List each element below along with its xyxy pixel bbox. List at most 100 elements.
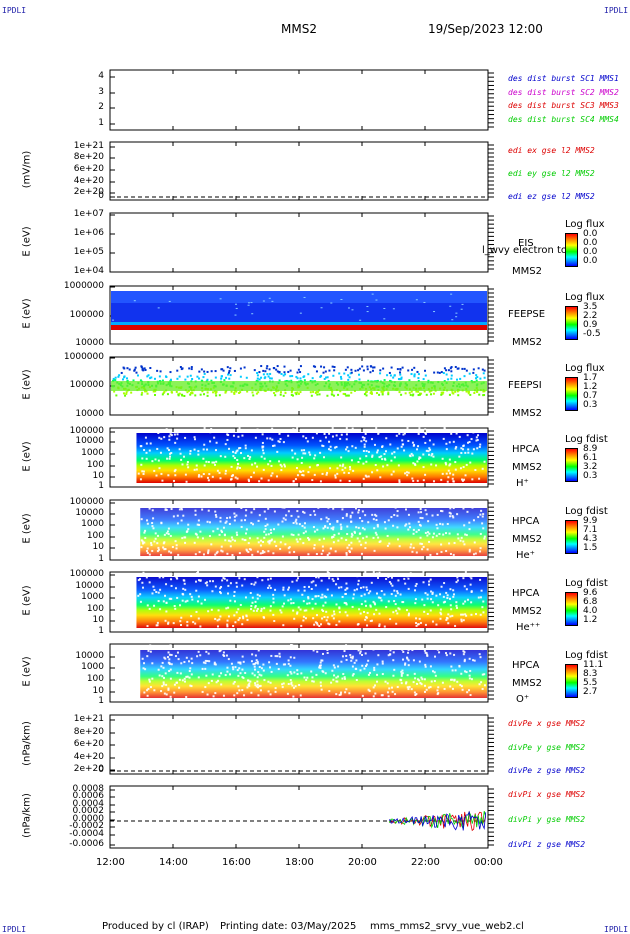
cbar-value-p9-2: 5.5 [583,678,598,688]
ylabel-p4: E (eV) [21,298,33,329]
ylabel-p9: E (eV) [21,656,33,687]
side-label-p6-0: HPCA [512,444,540,455]
ytick-p9-3: 10 [92,686,104,696]
cbar-title-p4: Log flux [565,292,605,303]
ytick-p4-2: 10000 [75,338,104,348]
cbar-value-p9-0: 11.1 [583,660,604,670]
panel-frame-p10 [109,714,489,775]
ytick-p9-2: 100 [86,674,104,684]
panel-frame-p1 [109,69,489,131]
ylabel-p3: E (eV) [21,225,33,257]
ytick-p8-1: 10000 [75,581,104,591]
ytick-p10-1: 8e+20 [73,727,104,737]
ytick-p8-2: 1000 [81,592,104,602]
hpca-spectrum-8 [140,650,488,698]
cbar-value-p4-0: 3.5 [583,302,598,312]
ytick-p6-2: 1000 [81,448,104,458]
side-label-p5-1: MMS2 [512,408,542,419]
xtick-0: 12:00 [96,857,125,868]
ytick-p10-0: 1e+21 [73,714,104,724]
cbar-value-p8-1: 6.8 [583,597,598,607]
legend-p11-0: divPi x gse MMS2 [508,790,586,799]
legend-p1-3: des dist burst SC4 MMS4 [508,114,619,124]
overlay-p3: l_wvy electron to [482,245,568,256]
corner-label-tr: IPDLI [604,6,629,15]
side-label-p3-1: MMS2 [512,266,542,277]
cbar-value-p9-1: 8.3 [583,669,598,679]
feepsi-spectrum [111,381,487,391]
ylabel-p5: E (eV) [21,369,33,400]
ytick-p1-0: 4 [98,71,104,81]
ytick-p10-3: 4e+20 [73,752,104,762]
legend-p11-2: divPi z gse MMS2 [508,840,586,849]
cbar-value-p6-3: 0.3 [583,471,598,481]
ytick-p1-3: 1 [98,118,104,128]
corner-label-bl: IPDLI [2,925,27,934]
cbar-value-p4-1: 2.2 [583,311,598,321]
legend-p2-2: edi ez gse l2 MMS2 [508,192,595,201]
legend-p10-2: divPe z gse MMS2 [508,766,586,775]
colorbar-p9 [565,664,578,698]
ytick-p3-3: 1e+04 [73,266,104,276]
footer-file: mms_mms2_srvy_vue_web2.cl [370,921,524,932]
cbar-value-p5-1: 1.2 [583,382,598,392]
legend-p11-1: divPi y gse MMS2 [508,815,586,824]
cbar-title-p3: Log flux [565,219,605,230]
colorbar-p3 [565,233,578,267]
ytick-p7-4: 10 [92,542,104,552]
colorbar-p4 [565,306,578,340]
xtick-6: 00:00 [474,857,503,868]
ytick-p6-5: 1 [98,481,104,491]
xtick-2: 16:00 [222,857,251,868]
ytick-p8-0: 100000 [69,569,104,579]
side-label-p4-1: MMS2 [512,337,542,348]
side-label-p9-0: HPCA [512,660,540,671]
ytick-p11-4: 0.0000 [72,814,105,824]
ytick-p2-2: 6e+20 [73,164,104,174]
cbar-value-p5-0: 1.7 [583,373,598,383]
cbar-value-p6-0: 8.9 [583,444,598,454]
legend-p2-1: edi ey gse l2 MMS2 [508,169,595,178]
ytick-p6-3: 100 [86,460,104,470]
side-label-p8-2: He⁺⁺ [516,622,541,633]
ytick-p7-0: 100000 [69,497,104,507]
mission-title: MMS2 [281,22,317,36]
cbar-value-p3-2: 0.0 [583,247,598,257]
ytick-p1-1: 3 [98,87,104,97]
cbar-value-p3-1: 0.0 [583,238,598,248]
ytick-p3-2: 1e+05 [73,247,104,257]
cbar-title-p7: Log fdist [565,506,608,517]
ytick-p3-0: 1e+07 [73,209,104,219]
cbar-value-p8-2: 4.0 [583,606,598,616]
cbar-value-p4-2: 0.9 [583,320,598,330]
colorbar-p8 [565,592,578,626]
cbar-value-p8-3: 1.2 [583,615,598,625]
ylabel-p8: E (eV) [21,585,33,616]
ytick-p8-5: 1 [98,626,104,636]
side-label-p6-1: MMS2 [512,462,542,473]
ytick-p9-4: 1 [98,696,104,706]
cbar-value-p5-3: 0.3 [583,400,598,410]
ytick-p6-0: 100000 [69,426,104,436]
panel-frame-p2 [109,141,489,201]
cbar-title-p5: Log flux [565,363,605,374]
ylabel-p2: (mV/m) [21,150,33,189]
colorbar-p5 [565,377,578,411]
ytick-p6-1: 10000 [75,436,104,446]
ytick-p4-1: 100000 [69,310,104,320]
ytick-p1-2: 2 [98,102,104,112]
divpi-series-2 [389,810,487,831]
ytick-p11-7: -0.0006 [69,839,104,849]
ytick-p2-0: 1e+21 [73,141,104,151]
cbar-value-p7-2: 4.3 [583,534,598,544]
ytick-p2-4: 2e+20 [73,187,104,197]
legend-p10-0: divPe x gse MMS2 [508,719,586,728]
ylabel-p7: E (eV) [21,513,33,544]
cbar-value-p6-1: 6.1 [583,453,598,463]
footer-produced: Produced by cl (IRAP) [102,921,209,932]
ytick-p11-1: 0.0006 [72,791,105,801]
cbar-title-p9: Log fdist [565,650,608,661]
ytick-p8-4: 10 [92,615,104,625]
ytick-p11-3: 0.0002 [72,806,105,816]
